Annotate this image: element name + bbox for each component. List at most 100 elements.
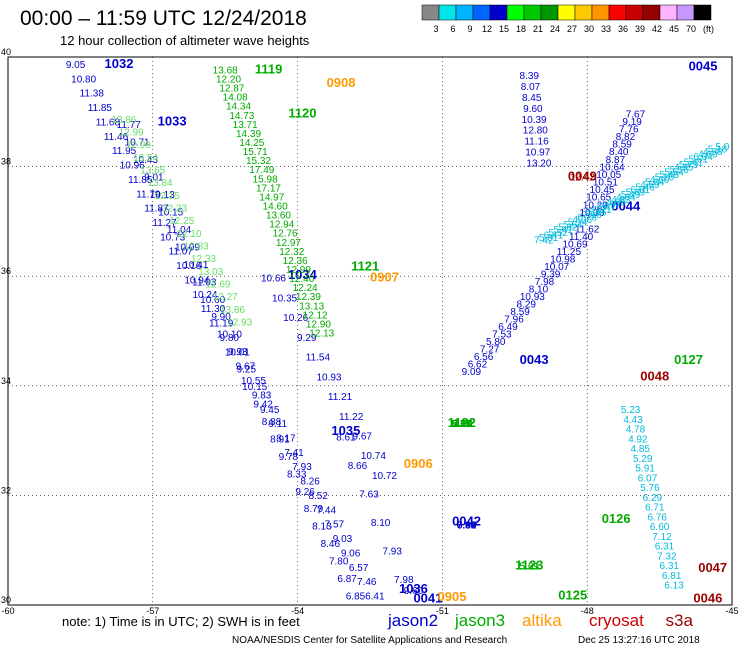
- x-tick-label: -60: [1, 606, 14, 616]
- value-label: 5.61: [520, 561, 540, 572]
- value-label: 12.94: [269, 220, 294, 231]
- value-label: 5.11: [452, 419, 471, 430]
- value-label: 11.87: [144, 204, 169, 215]
- legend-item-altika: altika: [522, 611, 562, 630]
- grid: [8, 57, 732, 605]
- value-label: 12.12: [303, 310, 328, 321]
- value-label: 12.27: [213, 292, 238, 303]
- colorbar-swatch: [676, 4, 695, 21]
- value-label: 17.49: [249, 165, 274, 176]
- value-label: 11.54: [306, 353, 331, 364]
- value-label: 4.95: [674, 162, 694, 173]
- value-label: 8.33: [287, 469, 307, 480]
- colorbar-swatch: [472, 4, 491, 21]
- pass-label: 1032: [105, 56, 134, 71]
- value-label: 10.26: [283, 313, 308, 324]
- value-label: 8.13: [312, 522, 332, 533]
- colorbar-swatch: [557, 4, 576, 21]
- value-label: 8.61: [336, 433, 356, 444]
- value-label: 5.29: [633, 454, 653, 465]
- value-label: 6.09: [457, 520, 477, 531]
- value-label: 13.13: [299, 301, 324, 312]
- value-label: 12.40: [289, 274, 314, 285]
- value-label: 5.80: [486, 337, 506, 348]
- value-label: 12.97: [276, 238, 301, 249]
- value-label: 11.22: [339, 412, 364, 423]
- value-label: 6.02: [452, 419, 472, 430]
- value-label: 10.93: [520, 292, 545, 303]
- value-label: 9.03: [333, 534, 353, 545]
- value-label: 11.04: [167, 225, 192, 236]
- value-label: 9.67: [353, 432, 373, 443]
- value-label: 11.46: [104, 132, 129, 143]
- pass-label: 1119: [255, 61, 283, 76]
- value-label: 7.41: [452, 419, 472, 430]
- value-label: 5.29: [520, 561, 540, 572]
- colorbar-label: 3: [433, 24, 438, 34]
- value-label: 6.04: [693, 152, 713, 163]
- value-label: 13.84: [148, 178, 173, 189]
- value-label: 9.26: [295, 487, 315, 498]
- value-label: 4.60: [650, 175, 670, 186]
- value-label: 8.79: [304, 504, 324, 515]
- value-label: 9.05: [66, 60, 86, 71]
- colorbar-swatch: [455, 4, 474, 21]
- value-label: 10.98: [550, 254, 575, 265]
- value-label: 12.15: [155, 191, 180, 202]
- value-label: 9.78: [279, 452, 299, 463]
- value-label: 6.85: [457, 520, 477, 531]
- y-tick-label: 32: [1, 485, 11, 495]
- pass-label: 0041: [413, 590, 442, 605]
- x-tick-label: -57: [146, 606, 159, 616]
- value-label: 8.59: [510, 307, 530, 318]
- value-label: 13.68: [213, 65, 238, 76]
- value-label: 10.15: [242, 382, 267, 393]
- value-label: 5.54: [664, 167, 684, 178]
- value-label: 5.45: [660, 170, 680, 181]
- value-label: 6.62: [468, 359, 488, 370]
- legend-item-jason3: jason3: [454, 611, 505, 630]
- pass-label: 0044: [611, 198, 641, 213]
- value-label: 10.30: [580, 208, 605, 219]
- colorbar-label: 12: [482, 24, 492, 34]
- value-label: 9.19: [622, 117, 642, 128]
- value-label: 7.62: [452, 419, 472, 430]
- value-label: 5.69: [626, 187, 646, 198]
- value-label: 14.34: [226, 102, 251, 113]
- footer-note: note: 1) Time is in UTC; 2) SWH is in fe…: [62, 614, 300, 629]
- value-label: 11.16: [524, 137, 549, 148]
- value-label: 10.10: [217, 330, 242, 341]
- value-label: 10.71: [125, 138, 150, 149]
- value-label: 7.80: [329, 557, 349, 568]
- plot-frame: [7, 56, 733, 606]
- value-label: 10.74: [361, 451, 386, 462]
- value-label: 7.67: [626, 109, 646, 120]
- value-label: 7.98: [394, 575, 414, 586]
- value-label: 8.10: [529, 284, 549, 295]
- colorbar-swatch: [659, 4, 678, 21]
- value-label: 11.25: [557, 247, 582, 258]
- data-marks: 9.0510.8011.3811.8511.6811.4611.9510.961…: [66, 56, 730, 605]
- value-label: 8.40: [609, 147, 629, 158]
- value-label: 9.06: [341, 548, 361, 559]
- pass-label: 0908: [327, 75, 356, 90]
- value-label: 4.85: [606, 198, 626, 209]
- value-label: 7.11: [452, 419, 471, 430]
- pass-label: 1036: [399, 581, 428, 596]
- value-label: 11.68: [96, 117, 121, 128]
- value-label: 10.09: [175, 242, 200, 253]
- value-label: 14.60: [263, 201, 288, 212]
- colorbar-swatch: [608, 4, 627, 21]
- value-label: 5.49: [621, 190, 641, 201]
- value-label: 8.82: [616, 132, 636, 143]
- value-label: 13.86: [111, 115, 136, 126]
- value-label: 11.30: [201, 304, 226, 315]
- value-label: 10.07: [544, 262, 569, 273]
- value-label: 9.29: [297, 333, 317, 344]
- pass-label: 0046: [693, 590, 722, 605]
- value-label: 4.97: [602, 200, 622, 211]
- value-label: 10.45: [590, 185, 615, 196]
- legend: jason2 jason3 altika cryosat s3a: [387, 611, 693, 630]
- value-label: 9.09: [462, 367, 482, 378]
- value-label: 11.85: [128, 175, 153, 186]
